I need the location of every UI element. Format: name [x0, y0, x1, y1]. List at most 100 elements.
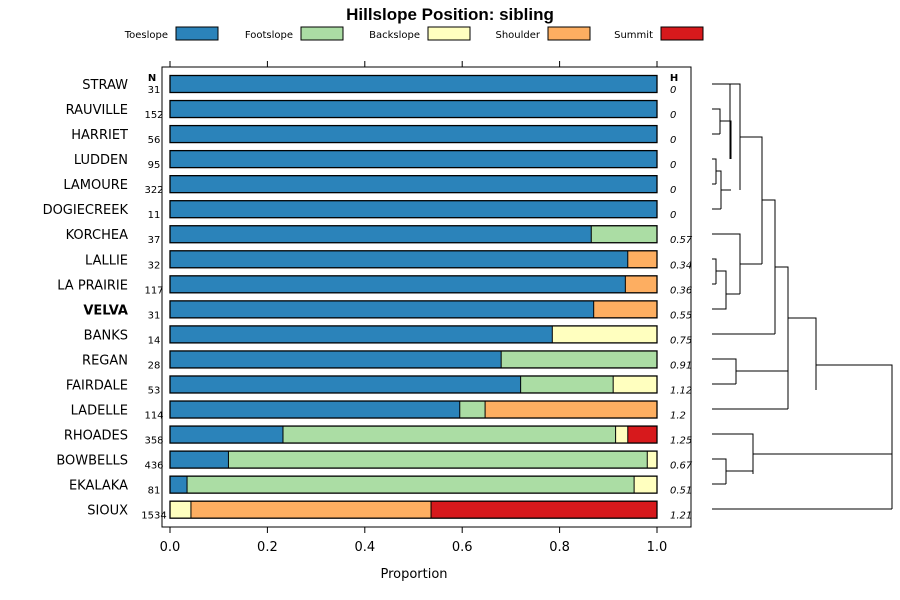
bar-outline — [169, 99, 658, 119]
bar-segment-toeslope — [170, 125, 657, 143]
legend-label-shoulder: Shoulder — [495, 30, 540, 41]
bar-segment-backslope — [647, 451, 657, 469]
dendrogram-branch — [712, 358, 737, 384]
n-header: N — [148, 73, 156, 84]
dendrogram-branch — [736, 370, 789, 409]
dendrogram-branch — [816, 364, 893, 454]
dendrogram-branch — [716, 170, 722, 209]
legend-swatch-summit — [660, 26, 704, 41]
category-label: LALLIE — [85, 253, 128, 268]
h-value: 0.57 — [670, 235, 693, 246]
bar-segment-footslope — [228, 451, 648, 469]
n-value: 117 — [144, 285, 163, 296]
category-label: RAUVILLE — [66, 103, 128, 118]
bar-row: LAMOURE 322 0 — [63, 175, 676, 196]
h-value: 0 — [670, 135, 676, 146]
bar-segment-footslope — [501, 350, 657, 368]
n-value: 53 — [148, 385, 161, 396]
bar-row: KORCHEA 37 0.57 — [66, 225, 693, 246]
legend-label-summit: Summit — [614, 30, 653, 41]
category-label: LADELLE — [71, 404, 128, 419]
dendrogram-branch — [740, 136, 763, 264]
bar-outline — [169, 200, 658, 219]
plot-frame — [161, 66, 692, 528]
bar-segment-toeslope — [170, 375, 521, 393]
h-value: 0 — [670, 110, 676, 121]
bar-outline — [169, 124, 658, 144]
n-value: 31 — [148, 85, 161, 96]
n-value: 56 — [148, 135, 161, 146]
category-label: REGAN — [82, 353, 128, 368]
bar-row: LADELLE 114 1.2 — [71, 400, 686, 422]
bar-segment-footslope — [520, 375, 614, 393]
x-tick-label: 0.0 — [160, 540, 181, 555]
bar-segment-toeslope — [170, 200, 657, 218]
h-value: 1.12 — [670, 385, 692, 396]
x-tick-label: 0.2 — [257, 540, 278, 555]
bar-segment-toeslope — [170, 225, 592, 243]
bar-segment-shoulder — [593, 300, 657, 318]
legend: Toeslope Footslope Backslope Shoulder Summit — [124, 26, 704, 41]
bar-segment-footslope — [591, 225, 657, 243]
bar-segment-backslope — [613, 375, 657, 393]
n-value: 1534 — [141, 511, 166, 522]
bar-row: LUDDEN 95 0 — [74, 149, 676, 171]
bar-segment-summit — [431, 501, 657, 519]
category-label: BANKS — [84, 328, 128, 343]
h-value: 0.67 — [670, 461, 693, 472]
bar-outline — [169, 225, 658, 244]
x-tick-label: 0.6 — [452, 540, 473, 555]
category-label: STRAW — [82, 78, 128, 93]
n-value: 31 — [148, 310, 161, 321]
bar-outline — [169, 175, 658, 194]
bar-row: HARRIET 56 0 — [71, 124, 676, 146]
category-label: LUDDEN — [74, 153, 128, 168]
legend-swatch-toeslope — [175, 26, 219, 41]
bar-segment-backslope — [634, 476, 657, 494]
bar-outline — [169, 74, 658, 94]
bar-segment-toeslope — [170, 250, 628, 268]
category-label: HARRIET — [71, 128, 128, 143]
h-value: 0.75 — [670, 335, 692, 346]
n-value: 322 — [144, 185, 163, 196]
category-label: KORCHEA — [66, 228, 128, 243]
dendrogram-branch — [712, 458, 727, 484]
category-label: BOWBELLS — [56, 454, 128, 469]
bar-segment-footslope — [459, 401, 486, 419]
bar-outline — [169, 149, 658, 169]
bar-row: SIOUX 1534 1.21 — [87, 500, 692, 522]
legend-swatch-shoulder — [547, 26, 591, 41]
bar-row: EKALAKA 81 0.51 — [69, 475, 692, 497]
n-value: 114 — [144, 411, 163, 422]
legend-label-toeslope: Toeslope — [124, 30, 168, 41]
dendrogram-branch — [788, 317, 817, 390]
n-value: 11 — [148, 210, 161, 221]
bar-outline — [169, 450, 658, 469]
category-label: FAIRDALE — [66, 378, 128, 393]
bar-segment-toeslope — [170, 75, 657, 93]
dendrogram-branch — [762, 199, 776, 334]
category-label: LAMOURE — [63, 178, 128, 193]
bar-row: LA PRAIRIE 117 0.36 — [57, 275, 692, 296]
dendrogram-branch — [720, 120, 732, 159]
bar-row: BANKS 14 0.75 — [84, 325, 692, 346]
h-value: 0 — [670, 185, 676, 196]
h-value: 0 — [670, 85, 676, 96]
n-value: 81 — [148, 486, 161, 497]
bar-row: BOWBELLS 436 0.67 — [56, 450, 693, 472]
bar-segment-shoulder — [485, 401, 657, 419]
h-value: 1.21 — [670, 511, 692, 522]
bar-segment-toeslope — [170, 150, 657, 168]
x-axis: 0.0 0.2 0.4 0.6 0.8 1.0 — [160, 527, 667, 555]
bar-segment-backslope — [170, 501, 191, 519]
x-tick-label: 0.4 — [354, 540, 375, 555]
category-label: LA PRAIRIE — [57, 278, 128, 293]
bar-segment-toeslope — [170, 476, 188, 494]
n-value: 436 — [144, 461, 163, 472]
bar-outline — [169, 300, 658, 319]
top-axis-ticks — [169, 61, 658, 67]
n-value: 358 — [144, 436, 163, 447]
bar-row: REGAN 28 0.91 — [82, 350, 692, 371]
bar-segment-toeslope — [170, 100, 657, 118]
